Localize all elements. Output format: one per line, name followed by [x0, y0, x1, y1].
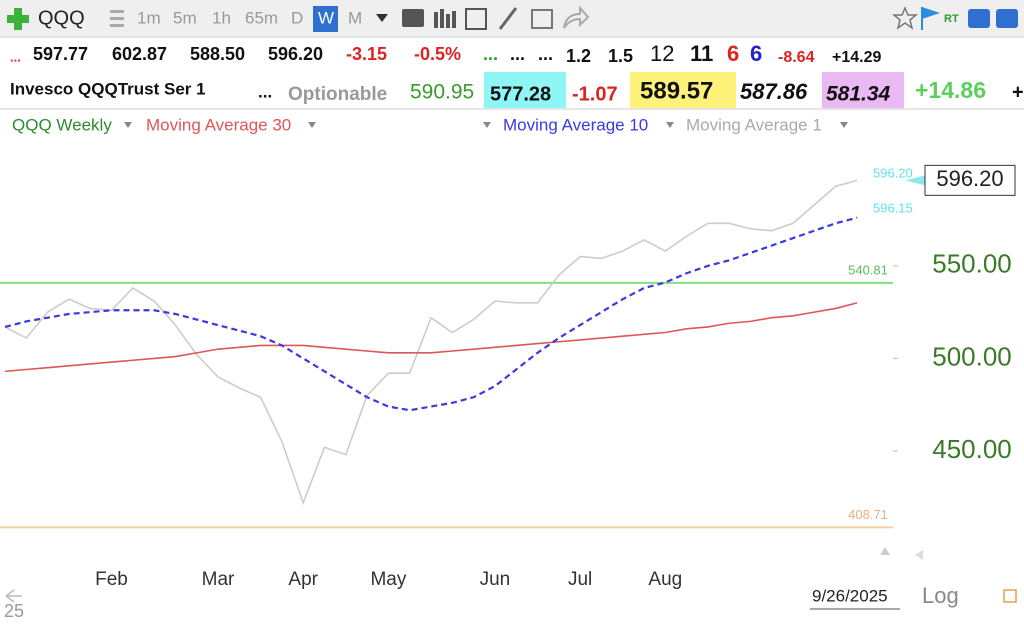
x-tick-label: Jul [568, 569, 592, 590]
interval[interactable]: 65m [245, 8, 278, 27]
x-tick-label: Jun [480, 569, 511, 590]
legend-item[interactable]: Moving Average 1 [686, 115, 822, 134]
quote-field: 597.77 [33, 44, 88, 64]
plot: 550.00 500.00 450.00 540.81 408.71 Feb Mar Apr M… [0, 164, 1016, 590]
quote-field: ... [10, 49, 21, 64]
share-icon[interactable] [563, 5, 590, 29]
more[interactable]: ... [258, 82, 272, 101]
highlight [630, 72, 736, 108]
symbol[interactable]: QQQ [38, 7, 85, 29]
quote-field: 589.57 [640, 77, 713, 104]
quote-field: +14.86 [915, 77, 986, 103]
rt-icon[interactable]: RT [944, 13, 959, 25]
legend-item[interactable]: QQQ Weekly [12, 115, 112, 134]
scroll-icon[interactable] [5, 589, 22, 603]
quote-field: -8.64 [778, 49, 815, 66]
quote-field: 590.95 [410, 81, 474, 104]
toolbar [0, 0, 1024, 37]
quote-field: ... [510, 44, 525, 64]
bars-icon[interactable] [434, 9, 456, 28]
value-tag: 596.20 [873, 165, 913, 180]
interval[interactable]: D [291, 8, 303, 27]
year-label: 25 [4, 601, 24, 621]
legend-item[interactable]: Moving Average 10 [503, 115, 648, 134]
favorite-icon[interactable] [891, 6, 919, 30]
x-tick-label: May [370, 569, 406, 590]
interval[interactable]: W [318, 8, 334, 27]
quote-field: -1.07 [572, 83, 618, 105]
date-label: 9/26/2025 [812, 586, 888, 605]
quote-field: -3.15 [346, 44, 387, 64]
legend-dropdown[interactable] [124, 122, 132, 128]
quote-field: 596.20 [268, 44, 323, 64]
quote-field: 602.87 [112, 44, 167, 64]
security-name: Invesco QQQTrust Ser 1 [10, 79, 206, 98]
quote-field: 581.34 [826, 83, 891, 106]
series-line [4, 216, 858, 412]
text-tool-icon[interactable] [402, 9, 424, 27]
legend-dropdown[interactable] [666, 122, 674, 128]
value-tag: 596.15 [873, 200, 913, 215]
legend-item[interactable]: Moving Average 30 [146, 115, 291, 134]
quote-field: 6 [727, 41, 739, 66]
window-icon[interactable] [996, 9, 1018, 28]
add-symbol-button[interactable] [7, 8, 29, 30]
interval[interactable]: M [348, 8, 362, 27]
y-tick-label: 550.00 [932, 249, 1012, 279]
quote-field: 11 [690, 41, 713, 66]
legend-dropdown[interactable] [308, 122, 316, 128]
s-icon[interactable] [968, 9, 990, 28]
active-interval-bg [313, 6, 338, 32]
quote-field: 12 [650, 41, 674, 66]
x-tick-label: Apr [288, 569, 318, 590]
highlight [822, 72, 904, 108]
quote-field: -0.5% [414, 44, 461, 64]
corner-icon[interactable] [1003, 589, 1017, 603]
x-tick-label: Aug [648, 569, 682, 590]
scroll-up[interactable] [880, 547, 890, 555]
quote-field: 6 [750, 41, 762, 66]
price-box [924, 164, 1016, 196]
x-tick-label: Feb [95, 569, 128, 590]
interval[interactable]: 5m [173, 8, 197, 27]
flag-icon[interactable] [922, 7, 940, 19]
last-price: 596.20 [936, 166, 1003, 191]
x-tick-label: Mar [202, 569, 235, 590]
y-tick-label: 450.00 [932, 434, 1012, 464]
horizontal-line-label: 408.71 [848, 507, 888, 522]
scale-toggle[interactable]: Log [922, 583, 959, 608]
draw-icon[interactable] [498, 7, 518, 30]
grid-icon[interactable] [465, 8, 487, 30]
horizontal-line-label: 540.81 [848, 262, 888, 277]
series-line [4, 179, 858, 506]
quote-field: 1.5 [608, 46, 633, 66]
optionable: Optionable [288, 84, 387, 105]
legend-dropdown[interactable] [483, 122, 491, 128]
scroll-right[interactable] [915, 550, 923, 560]
series-line [4, 302, 858, 373]
quote-field: 587.86 [740, 79, 808, 104]
interval[interactable]: 1h [212, 8, 231, 27]
quote-field: ... [538, 44, 553, 64]
quote-field: + [1012, 81, 1024, 103]
quote-field: ... [483, 44, 498, 64]
quote-field: 577.28 [490, 83, 551, 105]
dropdown-icon[interactable] [376, 14, 388, 22]
y-tick-label: 500.00 [932, 341, 1012, 371]
interval[interactable]: 1m [137, 8, 161, 27]
legend-dropdown[interactable] [840, 122, 848, 128]
highlight [484, 72, 566, 108]
note-icon[interactable] [531, 9, 553, 29]
quote-field: +14.29 [832, 49, 881, 66]
menu-icon[interactable] [110, 10, 124, 27]
price-pointer [905, 175, 925, 186]
quote-field: 1.2 [566, 46, 591, 66]
quote-field: 588.50 [190, 44, 245, 64]
